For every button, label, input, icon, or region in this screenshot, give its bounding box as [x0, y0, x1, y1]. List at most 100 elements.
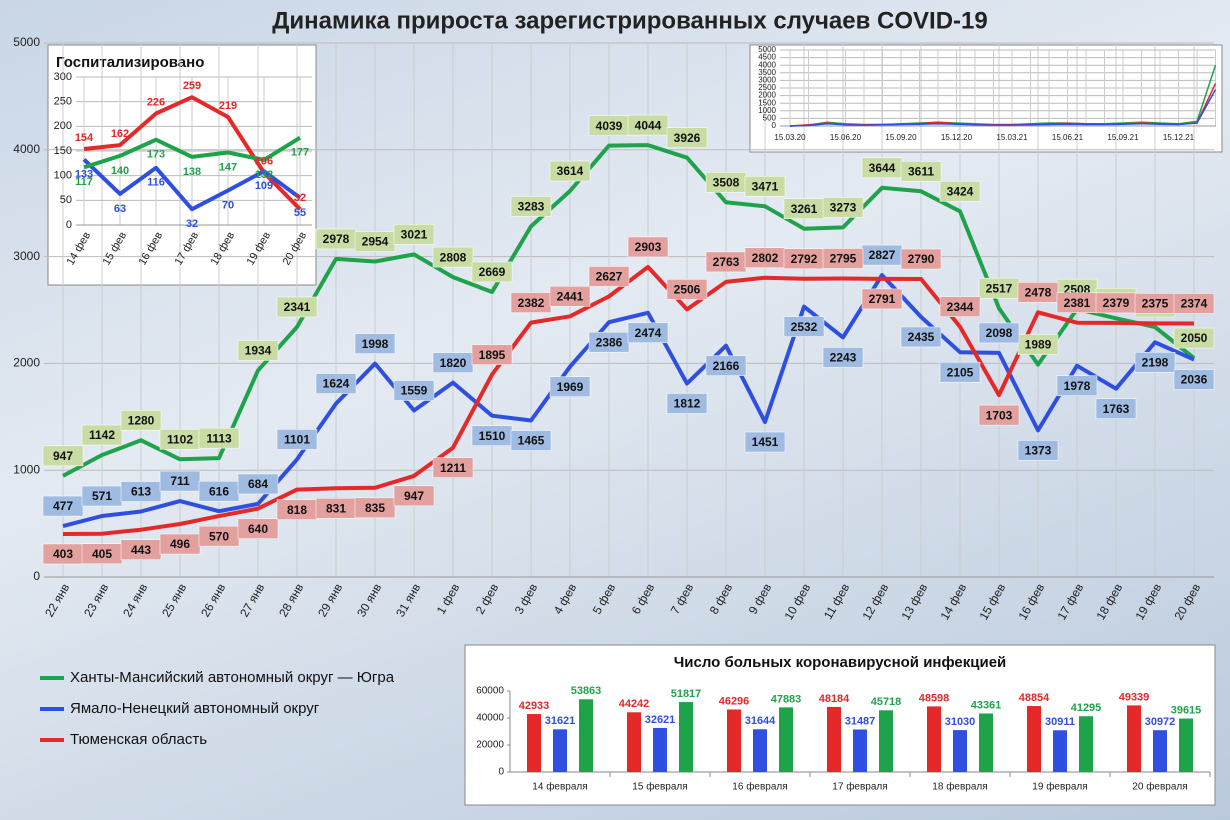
series-line [83, 135, 302, 170]
label-box [705, 355, 747, 376]
y-tick-label: 250 [54, 96, 72, 108]
label-box [939, 181, 981, 202]
data-label: 2050 [1181, 331, 1208, 345]
x-tick-label: 23 янв [81, 581, 111, 619]
y-tick-label: 2000 [758, 91, 776, 100]
data-label: 1969 [557, 380, 584, 394]
data-label: 2792 [791, 252, 818, 266]
data-label: 2763 [713, 255, 740, 269]
y-tick-label: 1500 [758, 98, 776, 107]
label-box [354, 497, 396, 519]
legend-label: Ямало-Ненецкий автономный округ [70, 700, 320, 717]
data-label: 2386 [596, 335, 623, 349]
data-label: 2374 [1181, 297, 1208, 311]
label-box [315, 373, 357, 394]
label-box [627, 114, 669, 136]
data-label: 2198 [1142, 355, 1169, 369]
label-box [822, 248, 864, 269]
x-tick-label: 13 фев [898, 581, 930, 622]
series-line [62, 273, 1195, 529]
data-label: 2808 [440, 250, 467, 264]
label-box [354, 333, 396, 354]
data-label: 3424 [947, 184, 974, 198]
bar [979, 713, 993, 772]
label-box [1173, 327, 1215, 349]
x-tick-label: 15.09.21 [1107, 133, 1139, 142]
x-tick-label: 31 янв [393, 581, 423, 619]
data-label: 48184 [819, 693, 850, 705]
x-tick-label: 26 янв [198, 581, 228, 619]
data-label: 44242 [619, 698, 650, 710]
x-tick-label: 20 фев [1171, 581, 1203, 622]
bar [553, 729, 567, 772]
x-tick-label: 15.12.20 [941, 133, 973, 142]
data-label: 1101 [284, 433, 310, 447]
data-label: 2627 [596, 270, 623, 284]
label-box [393, 485, 435, 507]
label-box [549, 376, 591, 397]
data-label: 571 [92, 489, 112, 503]
data-label: 4044 [635, 118, 662, 132]
x-tick-label: 22 янв [42, 581, 72, 619]
label-box [783, 316, 825, 337]
data-label: 1812 [674, 397, 701, 411]
data-label: 1763 [1103, 402, 1130, 416]
data-label: 147 [219, 161, 237, 173]
data-label: 1820 [440, 356, 467, 370]
bar [627, 712, 641, 772]
data-label: 3283 [518, 200, 545, 214]
y-tick-label: 0 [498, 767, 504, 778]
x-tick-label: 15.09.20 [885, 133, 917, 142]
data-label: 45718 [871, 696, 902, 708]
bar [679, 702, 693, 772]
data-label: 2978 [323, 232, 350, 246]
data-label: 1465 [518, 434, 545, 448]
label-box [1095, 398, 1137, 419]
data-label: 443 [131, 543, 151, 557]
label-box [432, 457, 474, 478]
x-tick-label: 1 фев [434, 581, 463, 617]
x-tick-label: 17 фев [1054, 581, 1086, 622]
data-label: 162 [111, 128, 129, 140]
data-label: 2478 [1025, 286, 1052, 300]
data-label: 1211 [440, 461, 466, 475]
data-label: 3471 [752, 179, 779, 193]
bar-title: Число больных коронавирусной инфекцией [674, 654, 1007, 671]
data-label: 70 [222, 199, 234, 211]
data-label: 2669 [479, 265, 506, 279]
y-tick-label: 50 [60, 194, 72, 206]
label-box [861, 288, 903, 310]
data-label: 1510 [479, 429, 506, 443]
label-box [237, 473, 279, 495]
bar [653, 727, 667, 772]
data-label: 2827 [869, 248, 896, 262]
bar [527, 714, 541, 772]
label-box [1173, 293, 1215, 314]
bar [1079, 716, 1093, 772]
label-box [42, 445, 84, 467]
data-label: 41295 [1071, 702, 1102, 714]
data-label: 2532 [791, 320, 818, 334]
data-label: 32 [186, 218, 198, 230]
data-label: 2517 [986, 281, 1013, 295]
data-label: 2105 [947, 365, 974, 379]
data-label: 947 [404, 489, 424, 503]
y-tick-label: 4500 [758, 53, 776, 62]
label-box [1017, 440, 1059, 461]
overview-frame [749, 44, 1223, 153]
y-tick-label: 0 [772, 121, 777, 130]
data-label: 2474 [635, 326, 662, 340]
data-label: 177 [291, 147, 309, 159]
x-tick-label: 8 фев [707, 581, 736, 617]
data-label: 117 [75, 176, 93, 188]
data-label: 48598 [919, 692, 950, 704]
bar [1053, 730, 1067, 772]
x-tick-label: 6 фев [629, 581, 658, 617]
label-box [510, 430, 552, 451]
legend-label: Ханты-Мансийский автономный округ — Югра [70, 669, 395, 686]
label-box [1017, 282, 1059, 303]
data-label: 2506 [674, 283, 701, 297]
data-label: 39615 [1171, 704, 1202, 716]
data-label: 116 [147, 177, 165, 189]
